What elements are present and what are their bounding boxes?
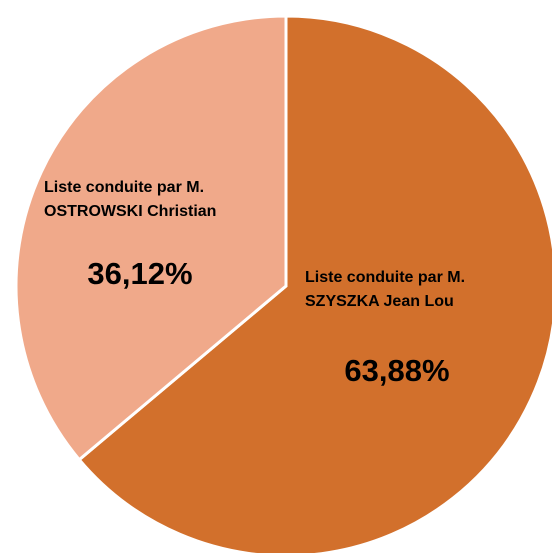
pie-slice	[14, 14, 288, 462]
slice-label: Liste conduite par M. SZYSZKA Jean Lou	[305, 269, 465, 310]
slice-label: Liste conduite par M. OSTROWSKI Christian	[44, 179, 216, 220]
value-label: 63,88%	[344, 353, 449, 388]
value-label: 36,12%	[87, 256, 192, 291]
pie-slice	[77, 14, 552, 553]
